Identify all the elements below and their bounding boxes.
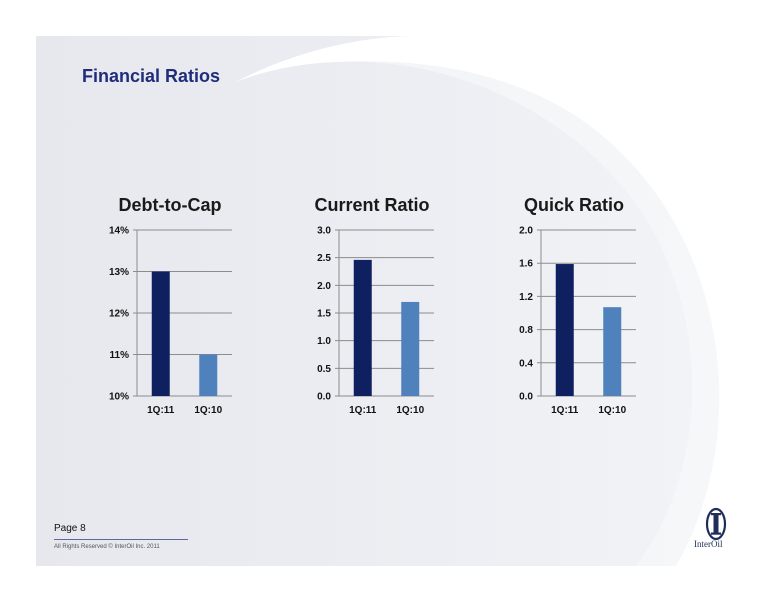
interoil-logo-icon xyxy=(705,507,727,541)
y-tick-label: 1.6 xyxy=(519,259,533,270)
y-tick-label: 1.0 xyxy=(317,336,331,347)
bar-1q-11 xyxy=(353,259,372,396)
x-tick-label: 1Q:11 xyxy=(551,405,579,416)
x-tick-label: 1Q:11 xyxy=(147,405,175,416)
y-tick-label: 0.0 xyxy=(519,392,533,403)
bar-1q-11 xyxy=(555,264,574,396)
chart-title-quick-ratio: Quick Ratio xyxy=(523,195,625,215)
y-tick-label: 1.2 xyxy=(519,292,533,303)
debt-to-cap-chart: 10% 11% 12% 13% 14% 1Q:11 1Q:10 xyxy=(109,226,232,416)
x-tick-label: 1Q:10 xyxy=(194,405,222,416)
copyright-notice: All Rights Reserved © InterOil Inc. 2011 xyxy=(54,544,160,550)
page-number: Page 8 xyxy=(54,523,86,534)
bar-1q-11 xyxy=(151,271,170,396)
y-tick-label: 12% xyxy=(109,309,129,320)
y-tick-label: 0.0 xyxy=(317,392,331,403)
y-tick-label: 0.8 xyxy=(519,325,533,336)
current-ratio-chart: 0.0 0.5 1.0 1.5 2.0 2.5 3.0 1Q:11 1Q:10 xyxy=(317,226,434,416)
logo-wordmark: InterOil xyxy=(694,539,723,549)
bar-1q-10 xyxy=(603,307,622,396)
bar-1q-10 xyxy=(401,301,420,396)
chart-title-debt-to-cap: Debt-to-Cap xyxy=(118,195,222,215)
slide: Financial Ratios Debt-to-Cap Current Rat… xyxy=(36,36,742,566)
footer-divider xyxy=(54,539,188,540)
y-tick-label: 11% xyxy=(110,350,130,361)
y-tick-label: 3.0 xyxy=(317,226,331,237)
y-tick-label: 2.5 xyxy=(317,253,331,264)
chart-title-current-ratio: Current Ratio xyxy=(314,195,430,215)
quick-ratio-chart: 0.0 0.4 0.8 1.2 1.6 2.0 1Q:11 1Q:10 xyxy=(519,226,636,416)
x-tick-label: 1Q:11 xyxy=(349,405,377,416)
bar-1q-10 xyxy=(199,354,218,396)
y-tick-label: 1.5 xyxy=(317,309,331,320)
x-tick-label: 1Q:10 xyxy=(396,405,424,416)
page-title: Financial Ratios xyxy=(82,66,221,86)
y-tick-label: 0.5 xyxy=(317,364,331,375)
y-tick-label: 14% xyxy=(109,226,129,237)
y-tick-label: 13% xyxy=(109,267,129,278)
background-swoosh xyxy=(236,36,742,566)
y-tick-label: 2.0 xyxy=(317,281,331,292)
x-tick-label: 1Q:10 xyxy=(598,405,626,416)
y-tick-label: 2.0 xyxy=(519,226,533,237)
y-tick-label: 0.4 xyxy=(519,358,533,369)
y-tick-label: 10% xyxy=(109,392,129,403)
